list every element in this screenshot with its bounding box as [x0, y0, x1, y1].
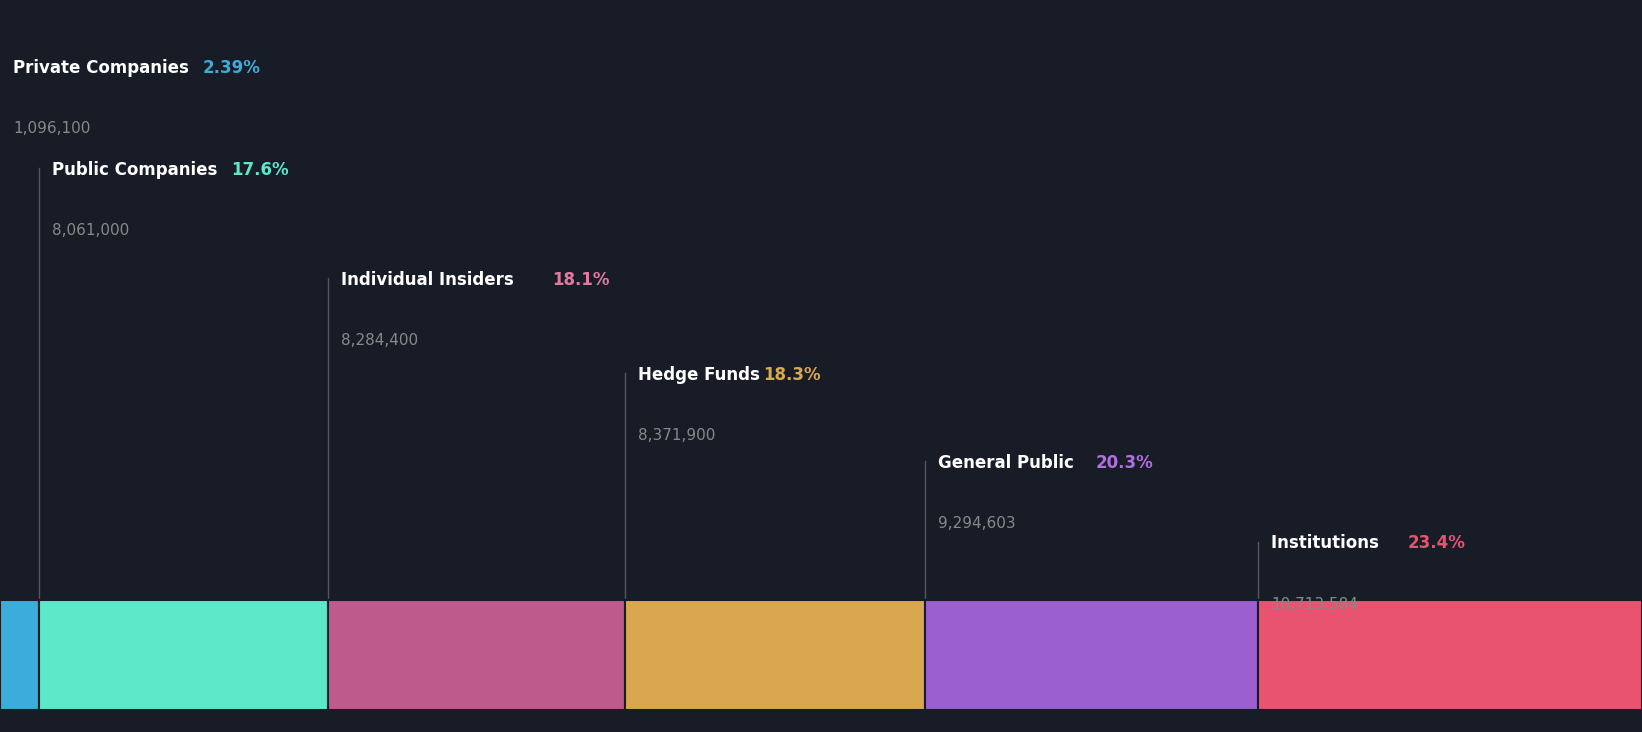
Text: 9,294,603: 9,294,603 — [938, 516, 1016, 531]
Text: Institutions: Institutions — [1271, 534, 1384, 553]
Text: 18.1%: 18.1% — [552, 271, 609, 289]
Text: 18.3%: 18.3% — [764, 366, 821, 384]
Bar — [0, 600, 39, 710]
Text: Hedge Funds: Hedge Funds — [639, 366, 765, 384]
Bar — [924, 600, 1258, 710]
Bar — [328, 600, 626, 710]
Text: 8,371,900: 8,371,900 — [639, 428, 716, 443]
Text: Public Companies: Public Companies — [53, 161, 223, 179]
Text: 8,284,400: 8,284,400 — [342, 333, 419, 348]
Bar — [1258, 600, 1642, 710]
Text: Individual Insiders: Individual Insiders — [342, 271, 519, 289]
Text: 1,096,100: 1,096,100 — [13, 121, 90, 135]
Text: 20.3%: 20.3% — [1095, 454, 1154, 472]
Text: 23.4%: 23.4% — [1407, 534, 1465, 553]
Text: 2.39%: 2.39% — [204, 59, 261, 77]
Text: 10,713,584: 10,713,584 — [1271, 597, 1358, 611]
Bar — [626, 600, 924, 710]
Text: General Public: General Public — [938, 454, 1080, 472]
Text: 8,061,000: 8,061,000 — [53, 223, 130, 238]
Bar — [39, 600, 328, 710]
Text: Private Companies: Private Companies — [13, 59, 195, 77]
Text: 17.6%: 17.6% — [232, 161, 289, 179]
